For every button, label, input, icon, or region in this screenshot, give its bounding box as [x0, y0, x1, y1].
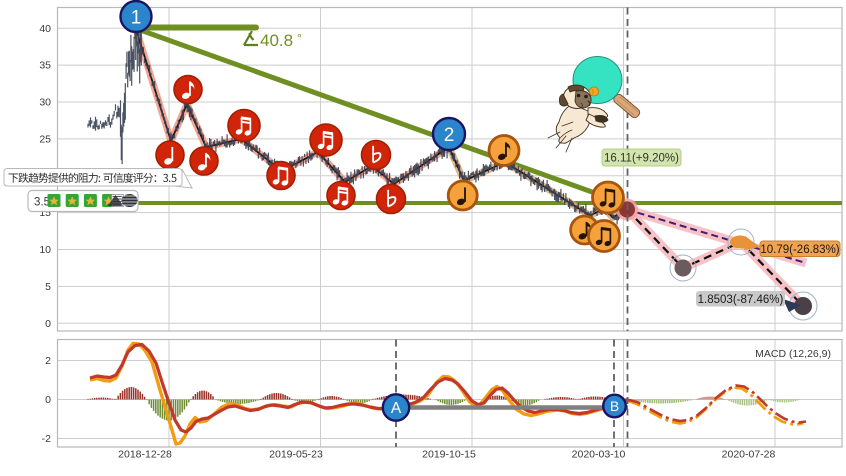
- svg-text:B: B: [610, 398, 619, 414]
- svg-text:1.8503(-87.46%): 1.8503(-87.46%): [698, 294, 784, 306]
- svg-text:2: 2: [45, 355, 51, 367]
- svg-text:15: 15: [39, 207, 51, 219]
- svg-text:2: 2: [444, 125, 455, 146]
- svg-text:35: 35: [39, 60, 51, 72]
- svg-text:MACD (12,26,9): MACD (12,26,9): [755, 348, 831, 360]
- svg-text:2020-03-10: 2020-03-10: [572, 449, 626, 461]
- svg-text:3.5: 3.5: [34, 197, 50, 209]
- svg-text:40: 40: [39, 23, 51, 35]
- svg-text:16.11(+9.20%): 16.11(+9.20%): [604, 153, 679, 165]
- svg-text:°: °: [297, 31, 302, 45]
- svg-text:1: 1: [131, 7, 142, 28]
- svg-text:0: 0: [45, 318, 51, 330]
- svg-text:2020-07-28: 2020-07-28: [722, 449, 776, 461]
- svg-text:5: 5: [45, 281, 51, 293]
- svg-text:10: 10: [39, 244, 51, 256]
- svg-text:30: 30: [39, 97, 51, 109]
- svg-text:0: 0: [45, 394, 51, 406]
- svg-text:2019-10-15: 2019-10-15: [422, 449, 476, 461]
- svg-text:2018-12-28: 2018-12-28: [118, 449, 172, 461]
- svg-text:40.8: 40.8: [260, 31, 293, 50]
- svg-text:2019-05-23: 2019-05-23: [269, 449, 323, 461]
- svg-text:25: 25: [39, 134, 51, 146]
- svg-text:A: A: [391, 400, 402, 417]
- svg-text:-2: -2: [42, 433, 51, 445]
- svg-text:10.79(-26.83%): 10.79(-26.83%): [760, 244, 839, 256]
